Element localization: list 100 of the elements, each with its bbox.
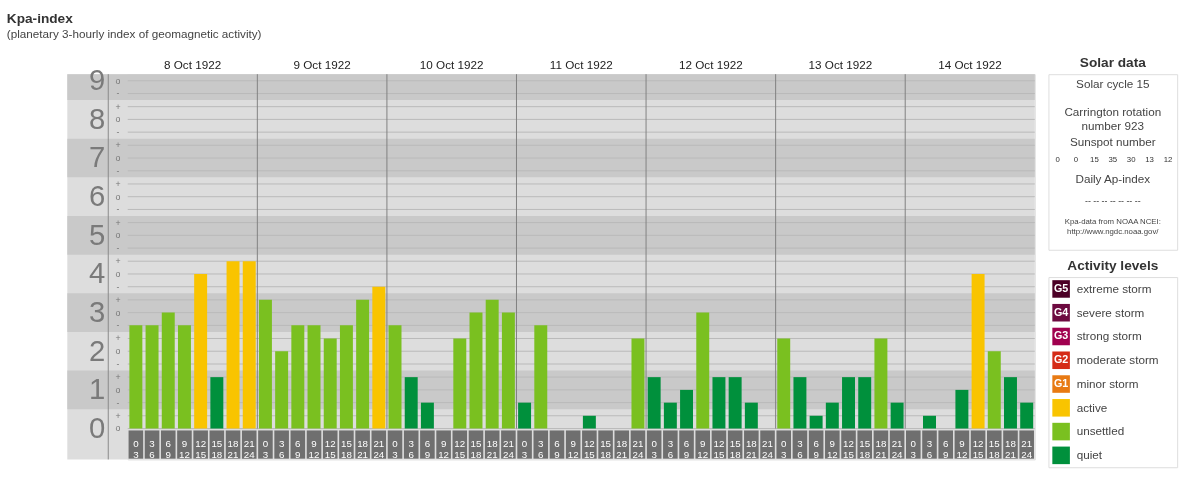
text: 14 Oct 1922 [938,58,1002,72]
x-tick-label: 9 12 [697,438,709,461]
data-label: 15 [1090,154,1100,164]
x-tick-label: 3 6 [408,438,414,461]
data-label: 0 [1073,154,1079,164]
text: Activity levels [1067,258,1159,274]
x-tick-label: 6 9 [295,438,301,461]
text: - [116,88,120,99]
x-tick-label: 15 18 [988,438,1001,461]
text: - [116,397,120,408]
x-tick-label: 12 15 [972,438,985,461]
x-tick-label: 15 18 [729,438,742,461]
y-tick-label: 4 [88,257,106,290]
x-tick-label: 12 15 [454,438,466,461]
x-tick-label: 0 3 [262,438,269,461]
x-tick-label: 12 15 [843,438,855,461]
x-tick-label: 6 9 [554,438,560,461]
text: Kpa-data from NOAA NCEI: [1064,217,1161,227]
x-tick-label: 15 18 [470,438,482,461]
x-tick-label: 0 3 [392,438,399,461]
x-tick-label: 21 24 [632,438,644,461]
text: + [115,294,121,305]
text: - [116,358,120,369]
x-tick-label: 0 3 [651,438,658,461]
x-tick-label: 3 6 [667,438,674,461]
text: 13 Oct 1922 [808,58,873,72]
text: o [115,75,121,86]
category-label: extreme storm [1076,281,1152,295]
category-label: unsettled [1076,424,1125,438]
x-tick-label: 6 9 [424,438,431,461]
data-label: 35 [1108,154,1118,164]
text: - [116,127,120,138]
text: + [115,410,121,421]
x-tick-label: 3 6 [797,438,803,461]
text: o [115,114,121,125]
text: - [116,243,120,254]
x-tick-label: 6 9 [165,438,171,461]
x-tick-label: 9 12 [308,438,320,461]
text: o [115,230,121,241]
text: o [115,268,121,279]
x-tick-label: 15 18 [340,438,353,461]
category-label: severe storm [1076,305,1145,319]
text: + [115,140,121,151]
chart-subtitle: (planetary 3-hourly index of geomagnetic activity) [6,27,262,41]
y-tick-label: 2 [88,334,106,367]
text: - [116,204,120,215]
x-tick-label: 3 6 [149,438,155,461]
x-tick-label: 18 21 [1005,438,1016,461]
x-tick-label: 0 3 [781,438,788,461]
x-tick-label: 12 15 [195,438,207,461]
text: Carrington rotation number 923 [1064,105,1162,132]
text: 12 Oct 1922 [679,58,743,72]
y-tick-label: 1 [88,373,106,406]
x-tick-label: 21 24 [502,438,515,461]
x-tick-label: 21 24 [373,438,385,461]
x-tick-label: 9 12 [438,438,450,461]
text: + [115,256,121,267]
x-tick-label: 15 18 [600,438,612,461]
text: o [115,191,121,202]
text: o [115,384,121,395]
y-tick-label: 6 [88,179,106,212]
text: + [115,372,121,383]
x-tick-label: 9 12 [179,438,190,461]
text: - [116,281,120,292]
y-tick-label: 9 [88,64,106,97]
text: o [115,307,121,318]
text: + [115,333,121,344]
y-tick-label: 3 [88,295,106,328]
text: Sunspot number [1069,135,1156,149]
text: o [115,346,121,357]
x-tick-label: 12 15 [324,438,337,461]
category-label: minor storm [1076,376,1139,390]
text: G5 [1053,281,1069,294]
text: - [116,165,120,176]
data-label: 12 [1163,154,1173,164]
x-tick-label: 15 18 [211,438,223,461]
text: 10 Oct 1922 [419,58,484,72]
text: Solar cycle 15 [1076,76,1150,90]
text: http://www.ngdc.noaa.gov/ [1067,227,1160,237]
text: 11 Oct 1922 [549,58,613,72]
x-tick-label: 18 21 [486,438,498,461]
x-tick-label: 6 9 [942,438,949,461]
x-tick-label: 21 24 [762,438,774,461]
x-tick-label: 3 6 [538,438,544,461]
x-tick-label: 18 21 [616,438,628,461]
text: Daily Ap-index [1075,172,1151,186]
text: G3 [1053,329,1069,342]
text: G4 [1053,305,1069,318]
text: 9 Oct 1922 [293,58,351,72]
category-label: strong storm [1076,329,1142,343]
text: o [115,423,121,434]
x-tick-label: 21 24 [243,438,256,461]
x-tick-label: 0 3 [910,438,917,461]
x-tick-label: 18 21 [357,438,369,461]
y-tick-label: 0 [88,411,106,444]
x-tick-label: 21 24 [891,438,904,461]
x-tick-label: 9 12 [567,438,579,461]
x-tick-label: 15 18 [859,438,871,461]
category-label: quiet [1076,448,1103,462]
x-tick-label: 9 12 [826,438,838,461]
